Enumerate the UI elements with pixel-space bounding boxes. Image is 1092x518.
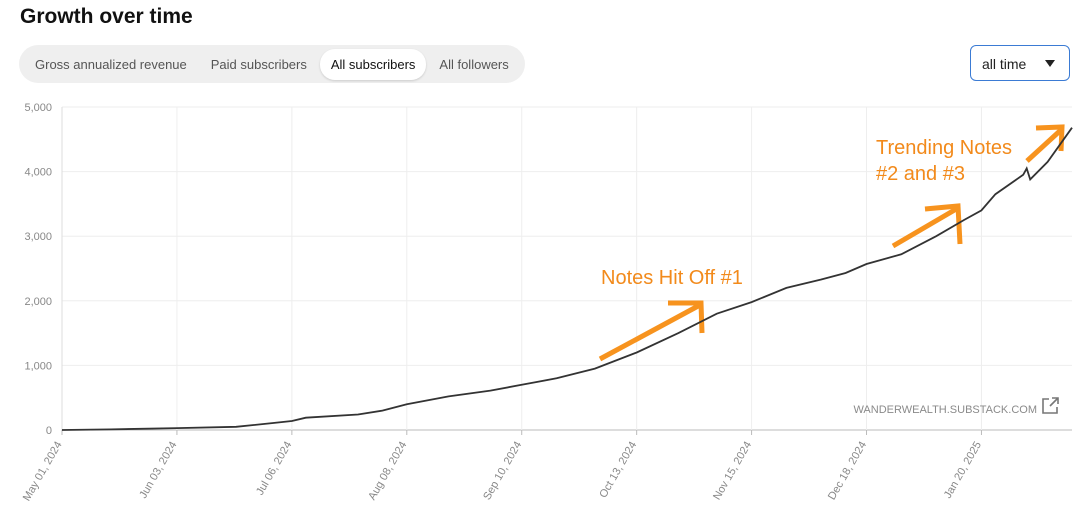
x-tick-label: Sep 10, 2024 bbox=[481, 440, 524, 503]
line bbox=[61, 127, 1073, 431]
range-dropdown[interactable]: all time bbox=[970, 45, 1070, 81]
tab[interactable]: Gross annualized revenue bbox=[35, 56, 187, 72]
x-tick-label: Jun 03, 2024 bbox=[137, 440, 179, 501]
y-tick-label: 3,000 bbox=[24, 231, 52, 243]
annotation: Notes Hit Off #1 bbox=[601, 267, 743, 289]
x-tick-label: Nov 15, 2024 bbox=[711, 440, 754, 503]
watermark: WANDERWEALTH.SUBSTACK.COM bbox=[853, 404, 1037, 416]
tab[interactable]: Paid subscribers bbox=[210, 56, 307, 72]
grid bbox=[61, 106, 1072, 431]
arrow bbox=[1025, 127, 1064, 163]
y-tick-label: 4,000 bbox=[24, 167, 52, 179]
dropdown-label: all time bbox=[982, 56, 1027, 72]
tab[interactable]: All subscribers bbox=[319, 48, 427, 80]
y-tick-label: 0 bbox=[46, 425, 52, 437]
arrow-head bbox=[668, 300, 705, 334]
x-tick-label: Jan 20, 2025 bbox=[942, 439, 984, 500]
x-tick-label: Oct 13, 2024 bbox=[597, 440, 639, 501]
annotation: Trending Notes bbox=[876, 137, 1012, 159]
x-tick-label: Jul 06, 2024 bbox=[254, 440, 294, 498]
dropdown-caret bbox=[1045, 60, 1055, 67]
arrow bbox=[598, 302, 702, 362]
tab[interactable]: All followers bbox=[439, 56, 509, 72]
external-link-icon bbox=[1042, 397, 1059, 414]
x-tick-label: Aug 08, 2024 bbox=[366, 440, 409, 503]
y-tick-label: 2,000 bbox=[24, 296, 52, 308]
y-tick-label: 5,000 bbox=[24, 102, 52, 114]
x-tick-label: Dec 18, 2024 bbox=[826, 440, 869, 503]
tab-bar: Gross annualized revenue Paid subscribers… bbox=[19, 45, 525, 83]
x-tick-label: May 01, 2024 bbox=[21, 440, 65, 504]
arrow bbox=[891, 205, 960, 249]
annotation: #2 and #3 bbox=[876, 163, 965, 185]
page-title: Growth over time bbox=[20, 5, 193, 28]
arrow-head bbox=[924, 203, 963, 245]
y-tick-label: 1,000 bbox=[24, 360, 52, 372]
annotation-arrows bbox=[598, 124, 1065, 362]
